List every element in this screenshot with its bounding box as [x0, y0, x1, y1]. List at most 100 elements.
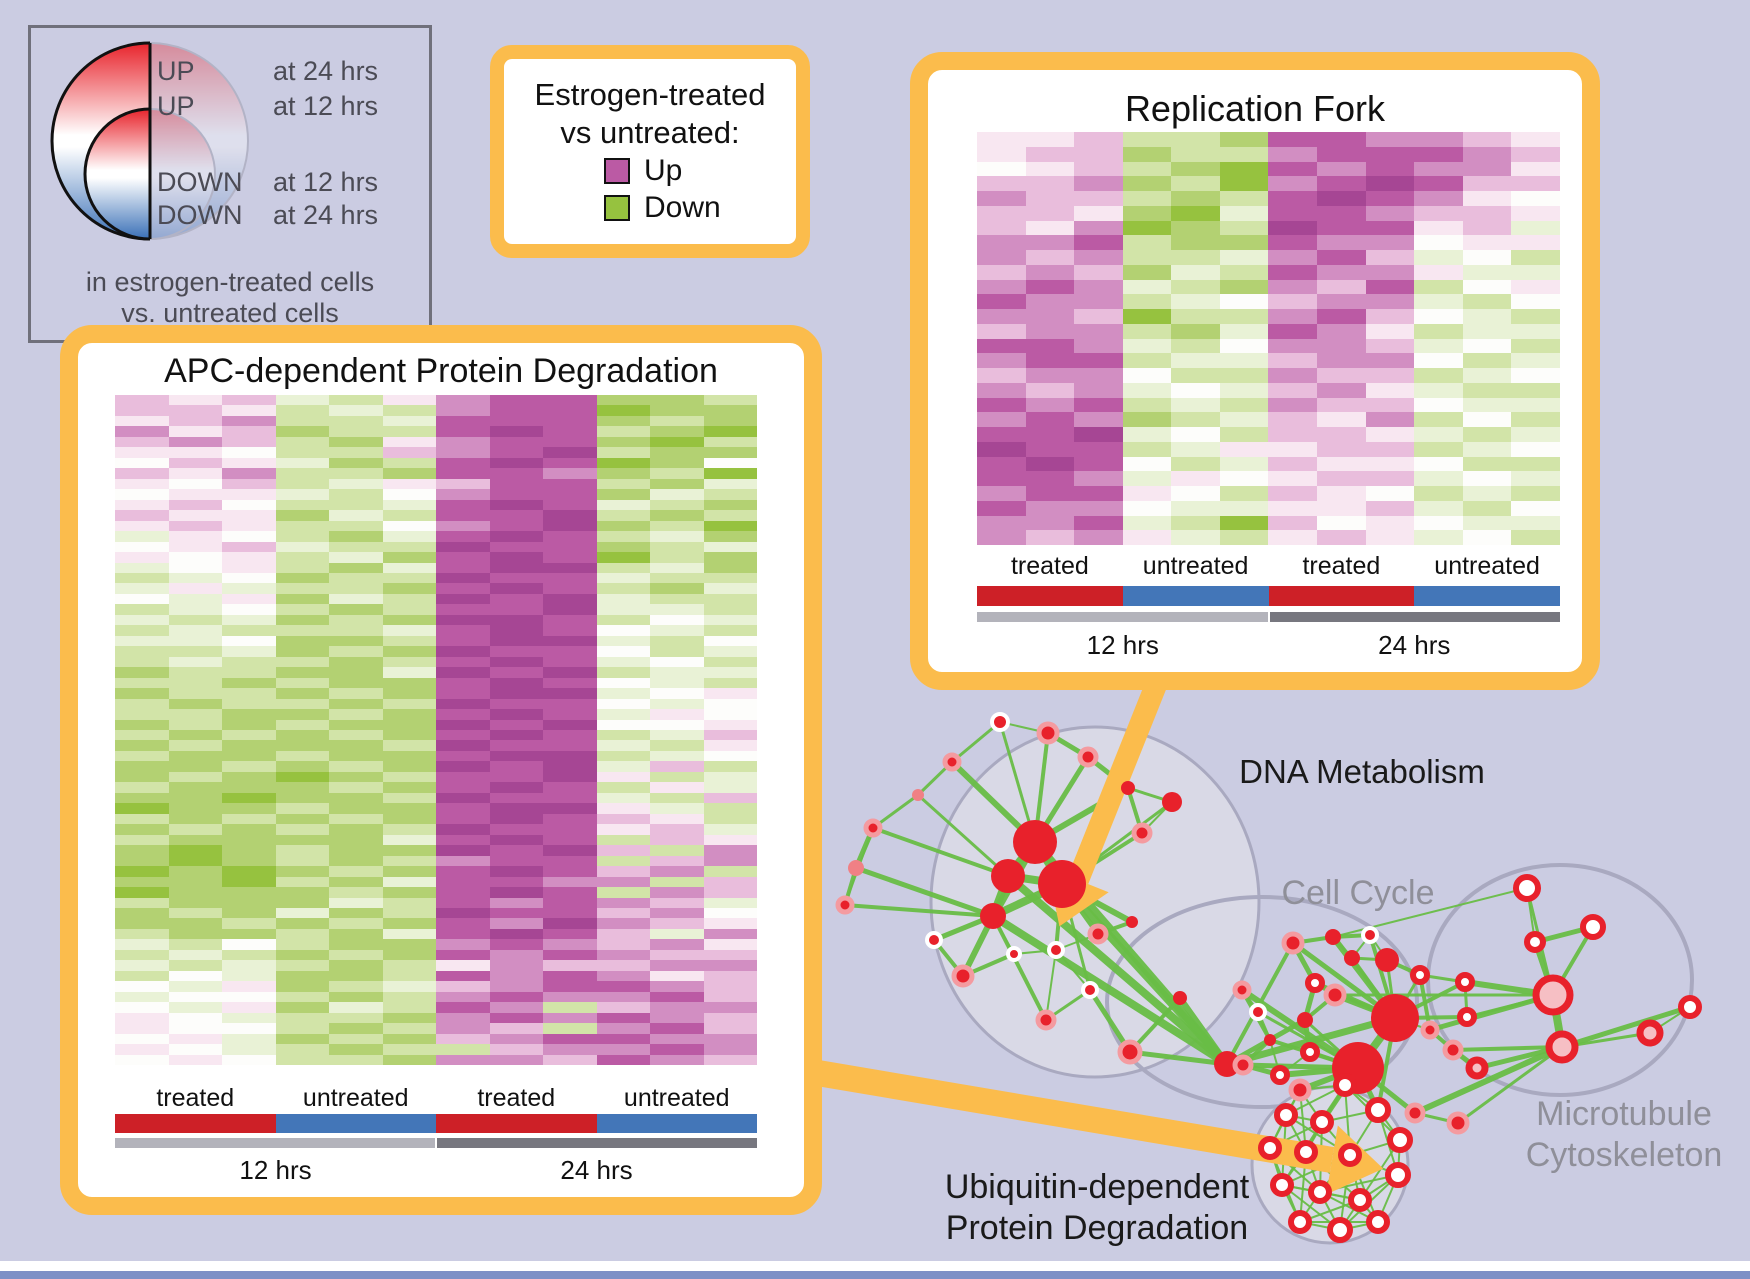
heatmap-cell [1462, 441, 1512, 457]
heatmap-cell [436, 604, 490, 615]
heatmap-cell [329, 436, 383, 448]
heatmap-cell [703, 803, 757, 814]
heatmap-cell [168, 782, 222, 793]
heatmap-cell [596, 782, 650, 793]
heatmap-cell [168, 614, 222, 626]
heatmap-cell [436, 709, 490, 720]
heatmap-cell [168, 761, 222, 772]
time-label: 24 hrs [560, 1155, 633, 1185]
heatmap-cell [650, 949, 704, 961]
heatmap-cell [222, 635, 276, 647]
heatmap-cell [168, 395, 222, 406]
heatmap-cell [543, 1044, 597, 1055]
heatmap-cell [1074, 161, 1123, 177]
heatmap-cell [489, 531, 543, 542]
heatmap-cell [436, 907, 490, 919]
heatmap-cell [596, 510, 650, 521]
heatmap-cell [1025, 338, 1075, 354]
heatmap-cell [382, 1044, 436, 1055]
heatmap-cell [1511, 338, 1560, 354]
heatmap-cell [977, 500, 1026, 516]
heatmap-cell [596, 583, 650, 594]
heatmap-cell [168, 939, 222, 950]
heatmap-cell [1317, 146, 1366, 162]
heatmap-cell [596, 845, 650, 856]
heatmap-cell [1414, 323, 1463, 339]
legend-down-outer-time: at 24 hrs [273, 200, 379, 230]
dna-metabolism-label: DNA Metabolism [1239, 753, 1485, 790]
heatmap-cell [489, 855, 543, 867]
heatmap-cell [596, 918, 650, 929]
heatmap-cell [168, 478, 222, 490]
heatmap-cell [650, 489, 704, 500]
gene-node [1375, 948, 1399, 972]
heatmap-cell [1365, 235, 1415, 250]
heatmap-cell [596, 604, 650, 615]
heatmap-cell [1219, 309, 1269, 324]
heatmap-cell [543, 782, 597, 793]
heatmap-cell [596, 949, 650, 961]
heatmap-cell [1122, 191, 1172, 206]
heatmap-cell [543, 866, 597, 877]
heatmap-cell [222, 740, 276, 751]
heatmap-cell [168, 991, 222, 1003]
heatmap-cell [703, 698, 757, 710]
heatmap-cell [596, 970, 650, 982]
heatmap-cell [703, 918, 757, 929]
heatmap-cell [596, 468, 650, 479]
heatmap-cell [1268, 323, 1318, 339]
gene-node [1173, 991, 1187, 1005]
heatmap-cell [329, 698, 383, 710]
heatmap-cell [115, 646, 169, 657]
heatmap-cell [275, 761, 329, 772]
heatmap-cell [543, 457, 597, 469]
heatmap-cell [115, 635, 169, 647]
heatmap-cell [275, 656, 329, 668]
heatmap-cell [650, 991, 704, 1003]
gene-node [1232, 1054, 1254, 1076]
heatmap-cell [168, 824, 222, 835]
heatmap-cell [1365, 191, 1415, 206]
heatmap-cell [977, 264, 1026, 280]
heatmap-cell [543, 709, 597, 720]
heatmap-cell [382, 541, 436, 553]
heatmap-cell [703, 939, 757, 950]
heatmap-cell [1414, 500, 1463, 516]
heatmap-cell [222, 572, 276, 584]
heatmap-cell [168, 635, 222, 647]
heatmap-cell [543, 750, 597, 762]
heatmap-cell [650, 750, 704, 762]
heatmap-cell [1219, 161, 1269, 177]
heatmap-cell [596, 1012, 650, 1024]
heatmap-cell [329, 457, 383, 469]
heatmap-cell [1025, 161, 1075, 177]
heatmap-cell [1511, 382, 1560, 398]
rf-time-labels: 12 hrs 24 hrs [977, 630, 1560, 660]
gene-node [1348, 1188, 1372, 1212]
heatmap-cell [115, 562, 169, 573]
heatmap-cell [1414, 368, 1463, 383]
heatmap-cell [596, 562, 650, 573]
heatmap-cell [1219, 441, 1269, 457]
heatmap-cell [543, 541, 597, 553]
heatmap-cell [222, 771, 276, 783]
heatmap-cell [275, 907, 329, 919]
gene-node [1274, 1103, 1298, 1127]
heatmap-cell [703, 656, 757, 668]
heatmap-cell [1462, 235, 1512, 250]
heatmap-cell [1365, 353, 1415, 368]
heatmap-cell [222, 866, 276, 877]
heatmap-cell [1317, 382, 1366, 398]
heatmap-cell [489, 510, 543, 521]
heatmap-cell [543, 677, 597, 689]
heatmap-cell [543, 583, 597, 594]
heatmap-cell [115, 499, 169, 511]
heatmap-cell [977, 161, 1026, 177]
heatmap-cell [222, 782, 276, 793]
heatmap-cell [977, 279, 1026, 295]
heatmap-cell [596, 478, 650, 490]
heatmap-cell [543, 939, 597, 950]
heatmap-cell [329, 855, 383, 867]
heatmap-cell [543, 845, 597, 856]
heatmap-cell [275, 1054, 329, 1065]
